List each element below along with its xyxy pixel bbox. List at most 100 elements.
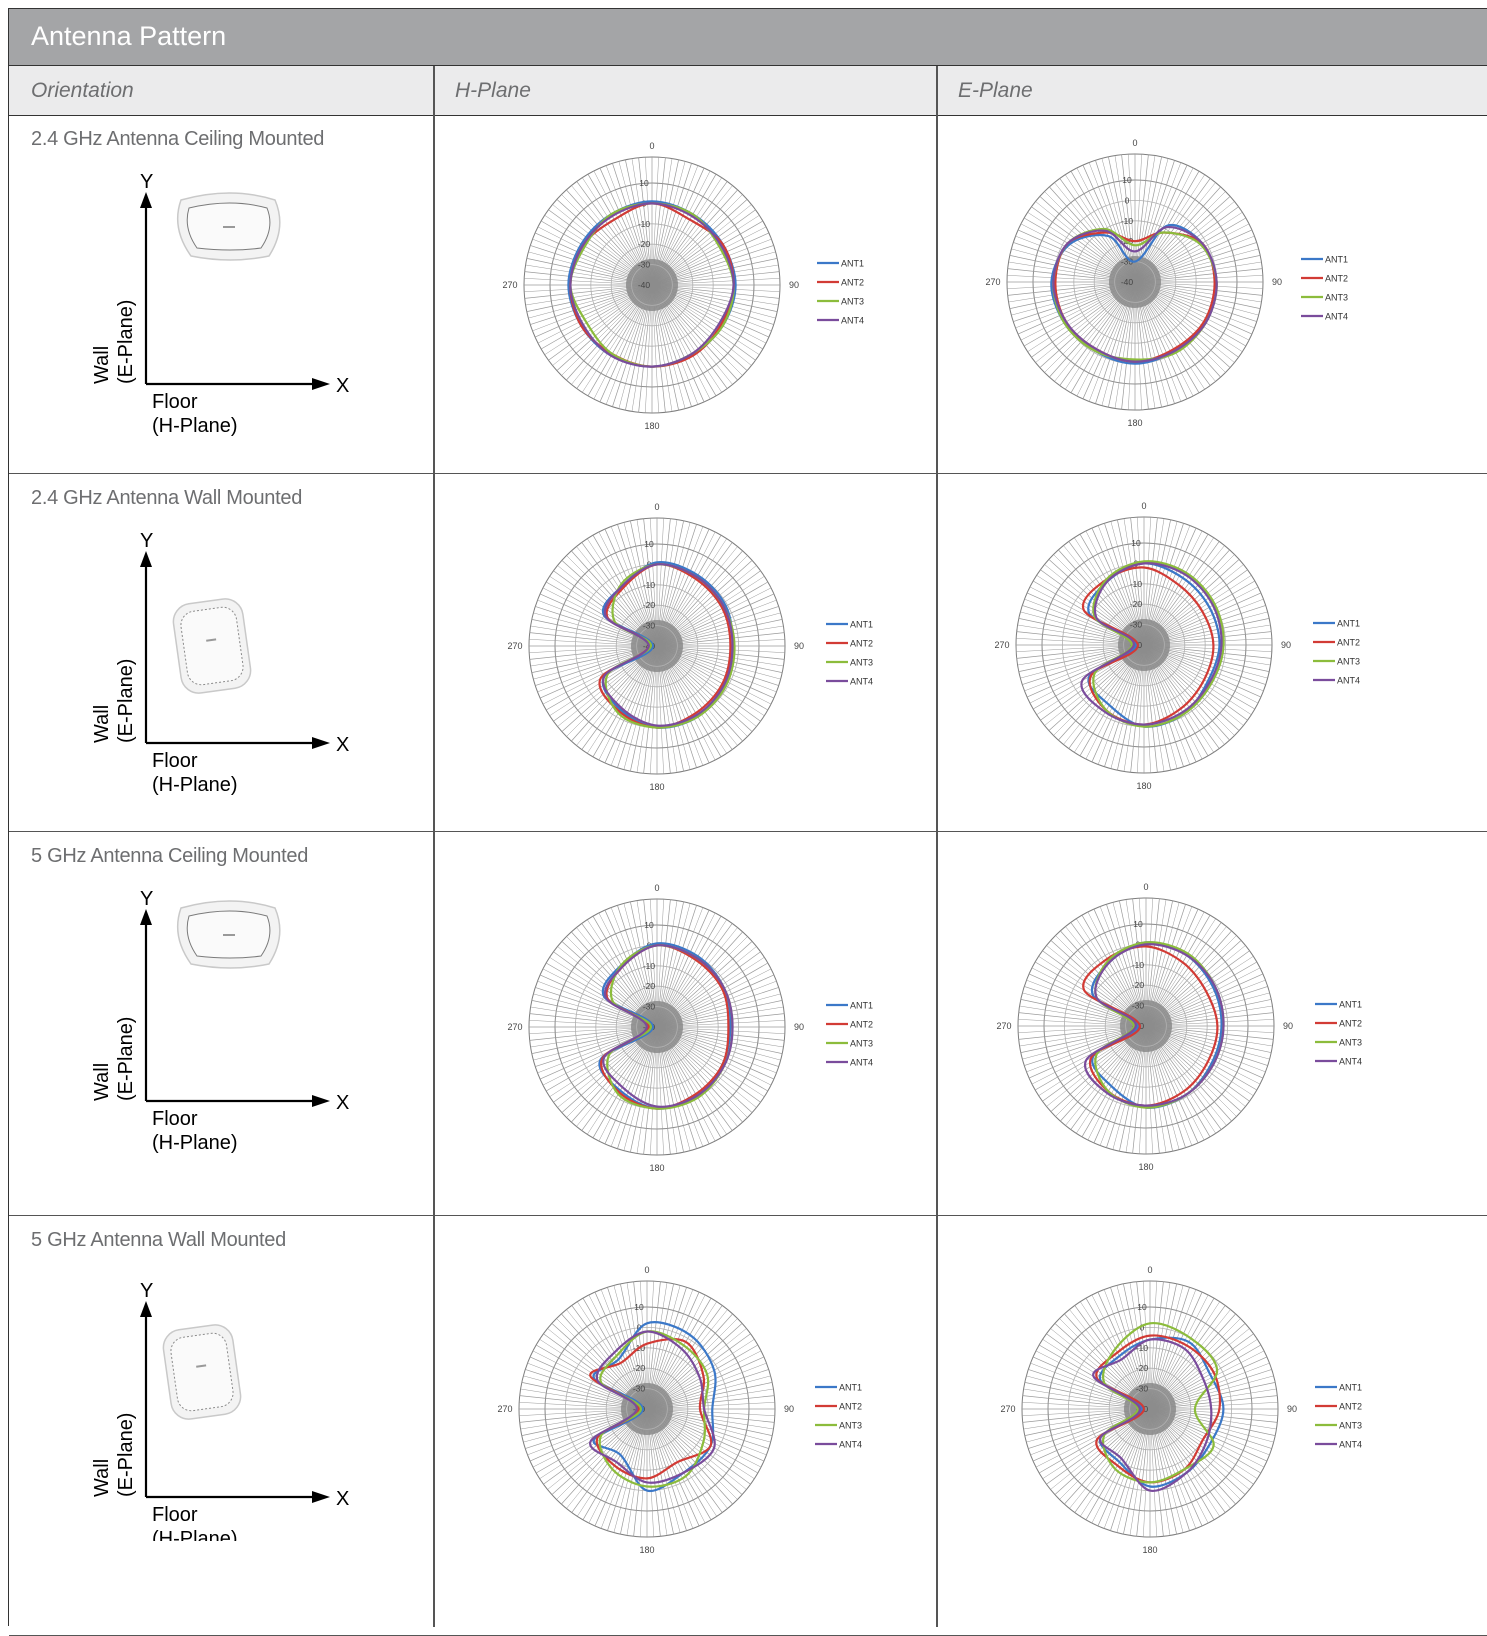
- legend-label: ANT2: [850, 639, 873, 649]
- legend-label: ANT4: [841, 316, 864, 326]
- radial-ring: [1102, 603, 1186, 687]
- legend-label: ANT1: [850, 620, 873, 630]
- chart-legend: ANT1 ANT2 ANT3 ANT4: [1315, 1000, 1362, 1067]
- radial-tick-label: 10: [644, 920, 654, 930]
- header-orientation-label: Orientation: [31, 79, 134, 102]
- access-point-device-icon: [176, 192, 281, 261]
- legend-label: ANT4: [850, 1058, 873, 1068]
- floor-label: Floor: [152, 391, 198, 413]
- x-axis-label: X: [336, 1092, 349, 1114]
- legend-label: ANT4: [1339, 1440, 1362, 1450]
- angle-gridlines: [529, 518, 785, 774]
- angle-tick-label: 90: [1283, 1021, 1293, 1031]
- series-line-ant4: [589, 1330, 716, 1484]
- legend-label: ANT1: [850, 1001, 873, 1011]
- header-h-plane: H-Plane: [433, 66, 936, 116]
- column-divider: [936, 66, 938, 1627]
- legend-label: ANT3: [1339, 1038, 1362, 1048]
- angle-tick-label: 180: [644, 421, 659, 431]
- angle-tick-label: 0: [654, 502, 659, 512]
- angle-tick-label: 270: [507, 641, 522, 651]
- radial-ring: [636, 625, 678, 667]
- radial-ring: [615, 985, 699, 1069]
- series-line-ant4: [1083, 943, 1225, 1107]
- angle-tick-label: 180: [1138, 1162, 1153, 1172]
- wall-label: Wall: [91, 705, 113, 743]
- legend-label: ANT1: [839, 1383, 862, 1393]
- radial-tick-label: -20: [1136, 1363, 1149, 1373]
- angle-tick-label: 270: [985, 277, 1000, 287]
- legend-label: ANT3: [841, 297, 864, 307]
- floor-label: Floor: [152, 1504, 198, 1526]
- y-axis-arrow-icon: [140, 192, 152, 208]
- series-line-ant3: [1092, 560, 1225, 728]
- wall-label: Wall: [91, 1063, 113, 1101]
- radial-tick-label: -10: [643, 580, 656, 590]
- radial-tick-label: -20: [1132, 980, 1145, 990]
- radial-ring: [595, 584, 719, 708]
- angle-tick-label: 270: [994, 640, 1009, 650]
- e-plane-label: (E-Plane): [115, 659, 137, 743]
- e-plane-label: (E-Plane): [115, 1017, 137, 1101]
- wall-label-group: Wall (E-Plane): [91, 659, 137, 743]
- y-axis-label: Y: [140, 1280, 153, 1302]
- radial-ring: [626, 1388, 668, 1430]
- chart-legend: ANT1 ANT2 ANT3 ANT4: [826, 620, 873, 687]
- radial-tick-label: -20: [643, 600, 656, 610]
- angle-tick-label: 90: [789, 280, 799, 290]
- radial-tick-label: 0: [1125, 195, 1130, 205]
- h-plane-label: (H-Plane): [152, 774, 238, 796]
- radial-tick-label: 10: [1133, 919, 1143, 929]
- radial-ring: [595, 965, 719, 1089]
- radial-ring: [1073, 220, 1197, 344]
- series-line-ant2: [589, 1338, 713, 1480]
- radial-tick-label: -30: [643, 1002, 656, 1012]
- y-axis-label: Y: [140, 888, 153, 910]
- legend-label: ANT3: [850, 658, 873, 668]
- angle-tick-label: 180: [649, 782, 664, 792]
- series-line-ant4: [601, 563, 734, 727]
- radial-tick-label: -10: [643, 961, 656, 971]
- radial-tick-label: -10: [1130, 579, 1143, 589]
- header-e-plane: E-Plane: [936, 66, 1487, 116]
- radial-ring: [636, 1006, 678, 1048]
- radial-tick-label: -30: [1130, 620, 1143, 630]
- chart-legend: ANT1 ANT2 ANT3 ANT4: [815, 1383, 862, 1450]
- radial-tick-label: 10: [634, 1302, 644, 1312]
- header-e-plane-label: E-Plane: [958, 79, 1033, 102]
- row-title: 2.4 GHz Antenna Ceiling Mounted: [31, 128, 325, 150]
- legend-label: ANT2: [1339, 1402, 1362, 1412]
- radial-tick-label: -30: [1136, 1384, 1149, 1394]
- legend-label: ANT3: [1337, 657, 1360, 667]
- wall-label-group: Wall (E-Plane): [91, 1413, 137, 1497]
- radial-ring: [615, 604, 699, 688]
- orientation-diagram: Y X Floor(H-Plane) Wall (E-Plane): [91, 171, 349, 437]
- chart-legend: ANT1 ANT2 ANT3 ANT4: [1301, 255, 1348, 322]
- series-line-ant4: [602, 944, 734, 1108]
- radial-tick-label: -30: [643, 621, 656, 631]
- legend-label: ANT3: [839, 1421, 862, 1431]
- center-disc: [631, 620, 683, 672]
- radial-tick-label: 10: [639, 178, 649, 188]
- radial-ring: [631, 264, 673, 306]
- antenna-pattern-table: Antenna Pattern Orientation H-Plane E-Pl…: [8, 8, 1487, 1636]
- angle-tick-label: 180: [1142, 1545, 1157, 1555]
- radial-tick-label: -10: [1121, 216, 1134, 226]
- floor-label: Floor: [152, 1108, 198, 1130]
- legend-label: ANT4: [1337, 676, 1360, 686]
- access-point-device-icon: [176, 900, 281, 969]
- x-axis-label: X: [336, 734, 349, 756]
- radial-ring: [605, 1367, 689, 1451]
- series-line-ant1: [1098, 1336, 1225, 1488]
- chart-legend: ANT1 ANT2 ANT3 ANT4: [817, 259, 864, 326]
- legend-label: ANT1: [1339, 1000, 1362, 1010]
- chart-legend: ANT1 ANT2 ANT3 ANT4: [826, 1001, 873, 1068]
- legend-label: ANT4: [1339, 1057, 1362, 1067]
- angle-tick-label: 180: [1136, 781, 1151, 791]
- center-disc: [626, 259, 678, 311]
